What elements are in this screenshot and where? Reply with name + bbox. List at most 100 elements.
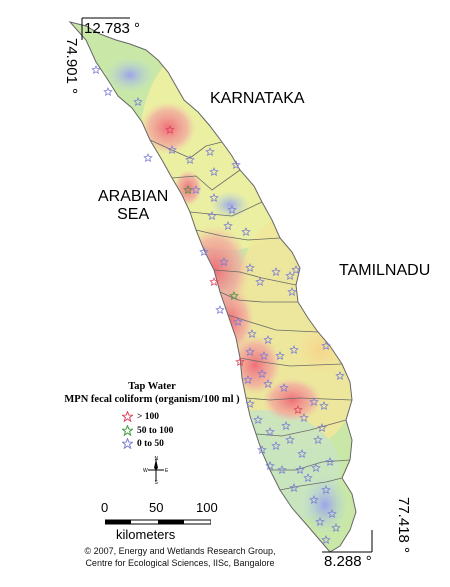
station-star-icon [191, 185, 201, 195]
star-icon [122, 425, 133, 436]
station-star-icon [319, 401, 329, 411]
station-star-icon [233, 317, 243, 327]
station-star-icon [199, 247, 209, 257]
station-star-icon [185, 155, 195, 165]
station-star-icon [245, 263, 255, 273]
station-star-icon [313, 435, 323, 445]
compass-w: W [143, 468, 148, 474]
station-star-icon [279, 383, 289, 393]
scale-bar: 0 50 100 kilometers [96, 500, 226, 550]
left-longitude-label: 74.901 ° [63, 38, 80, 95]
station-star-icon [255, 277, 265, 287]
station-star-icon [205, 147, 215, 157]
station-star-icon [91, 65, 101, 75]
station-star-icon [293, 405, 303, 415]
station-star-icon [285, 271, 295, 281]
station-star-icon [325, 457, 335, 467]
station-star-icon [223, 221, 233, 231]
station-star-icon [209, 193, 219, 203]
station-star-icon [231, 160, 241, 170]
station-star-icon [263, 335, 273, 345]
station-star-icon [297, 449, 307, 459]
right-longitude-label: 77.418 ° [395, 497, 412, 554]
station-star-icon [207, 211, 217, 221]
station-star-icon [271, 267, 281, 277]
credit-line2: Centre for Ecological Sciences, IISc, Ba… [85, 558, 275, 568]
station-star-icon [143, 153, 153, 163]
legend-item-label: 50 to 100 [137, 425, 174, 436]
station-star-icon [241, 227, 251, 237]
arabian-sea-line1: ARABIAN [98, 188, 169, 205]
station-star-icon [133, 97, 143, 107]
station-star-icon [317, 423, 327, 433]
station-star-icon [291, 265, 301, 275]
station-star-icon [165, 125, 175, 135]
legend-item-high: > 100 [122, 411, 159, 422]
station-star-icon [331, 523, 341, 533]
legend: Tap Water MPN fecal coliform (organism/1… [52, 381, 252, 449]
legend-item-mid: 50 to 100 [122, 425, 173, 436]
district-boundaries [149, 139, 353, 491]
compass-rose-icon: N S W E [143, 456, 169, 484]
station-star-icon [281, 421, 291, 431]
station-star-icon [299, 413, 309, 423]
station-star-icon [215, 305, 225, 315]
station-star-icon [263, 379, 273, 389]
sample-stations [91, 65, 345, 545]
credit-line1: © 2007, Energy and Wetlands Research Gro… [84, 546, 276, 556]
compass-s: S [155, 480, 159, 484]
legend-item-label: > 100 [137, 411, 160, 422]
station-star-icon [229, 291, 239, 301]
station-star-icon [167, 145, 177, 155]
karnataka-label: KARNATAKA [210, 90, 305, 107]
station-star-icon [287, 287, 297, 297]
star-icon [122, 411, 133, 422]
arabian-sea-line2: SEA [117, 206, 150, 223]
station-star-icon [295, 465, 305, 475]
station-star-icon [315, 517, 325, 527]
station-star-icon [235, 357, 245, 367]
station-star-icon [219, 257, 229, 267]
station-star-icon [243, 375, 253, 385]
station-star-icon [247, 329, 257, 339]
station-star-icon [209, 167, 219, 177]
station-star-icon [183, 185, 193, 195]
compass-e: E [165, 468, 169, 474]
tamilnadu-label: TAMILNADU [339, 262, 431, 279]
compass-n: N [155, 456, 159, 462]
station-star-icon [335, 371, 345, 381]
station-star-icon [277, 465, 287, 475]
arabian-sea-label: ARABIAN SEA [98, 188, 168, 224]
station-star-icon [311, 463, 321, 473]
station-star-icon [265, 461, 275, 471]
credit-text: © 2007, Energy and Wetlands Research Gro… [60, 545, 300, 569]
station-star-icon [321, 485, 331, 495]
station-star-icon [257, 369, 267, 379]
station-star-icon [303, 473, 313, 483]
station-star-icon [271, 441, 281, 451]
star-icon [122, 438, 133, 449]
station-star-icon [327, 509, 337, 519]
scale-unit-label: kilometers [116, 527, 176, 542]
station-star-icon [209, 277, 219, 287]
legend-subtitle: MPN fecal coliform (organism/100 ml ) [64, 394, 240, 405]
station-star-icon [227, 205, 237, 215]
scale-tick-100: 100 [196, 500, 218, 515]
corner-frame [81, 17, 373, 553]
station-star-icon [253, 415, 263, 425]
station-star-icon [265, 427, 275, 437]
station-star-icon [245, 399, 255, 409]
top-latitude-label: 12.783 ° [84, 20, 141, 37]
station-star-icon [309, 495, 319, 505]
legend-title: Tap Water [128, 381, 176, 392]
station-star-icon [257, 445, 267, 455]
station-star-icon [285, 435, 295, 445]
scale-tick-50: 50 [149, 500, 164, 515]
legend-item-low: 0 to 50 [122, 438, 164, 449]
scale-tick-0: 0 [101, 500, 109, 515]
station-star-icon [289, 483, 299, 493]
station-star-icon [245, 347, 255, 357]
bottom-latitude-label: 8.288 ° [324, 553, 372, 570]
